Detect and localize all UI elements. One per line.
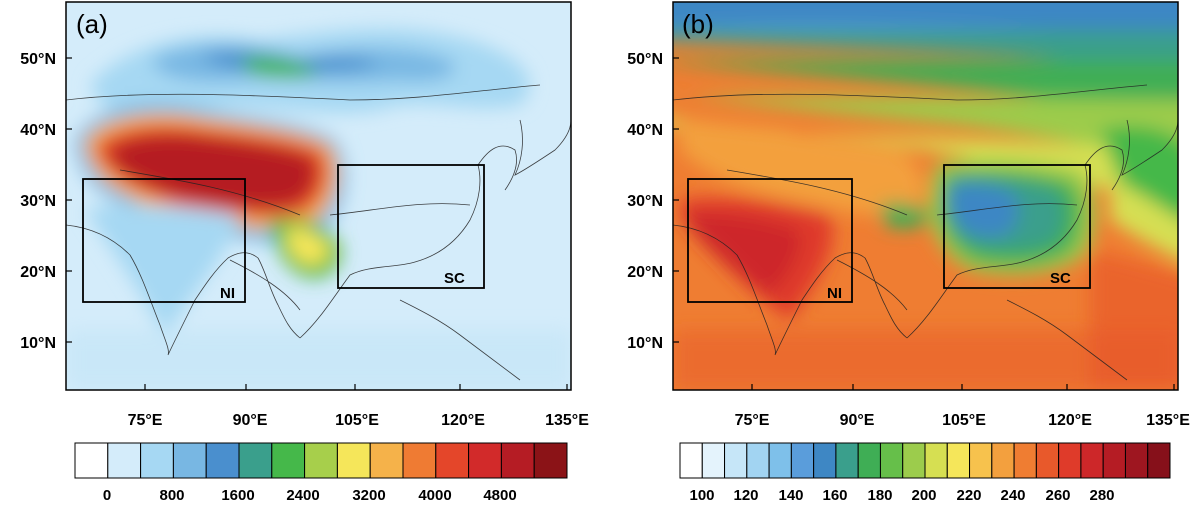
panel-b-cbar-label-9: 280: [1089, 487, 1114, 504]
panel-a-lon-90: 90°E: [233, 412, 268, 429]
panel-b-box-sc: [943, 164, 1091, 289]
panel-a-cbar-label-4: 3200: [352, 487, 385, 504]
panel-a-colorbar-swatch-6: [271, 442, 306, 479]
panel-a-cbar-label-5: 4000: [418, 487, 451, 504]
panel-a-lon-105: 105°E: [335, 412, 379, 429]
panel-a-frame: [65, 1, 572, 391]
panel-b-cbar-label-7: 240: [1000, 487, 1025, 504]
panel-b-colorbar-swatch-14: [991, 442, 1015, 479]
panel-b-colorbar-swatch-12: [946, 442, 971, 479]
panel-a-cbar-label-6: 4800: [483, 487, 516, 504]
panel-b-colorbar-swatch-7: [835, 442, 859, 479]
panel-a-lat-20: 20°N: [20, 264, 56, 281]
panel-b-box-ni-label: NI: [827, 285, 842, 302]
panel-a-lon-120: 120°E: [441, 412, 485, 429]
panel-b-colorbar-swatch-15: [1013, 442, 1037, 479]
panel-a: NI SC (a) 50°N 40°N 30°N 20°N 10°N 75°E …: [20, 1, 590, 504]
panel-a-colorbar-swatch-9: [369, 442, 404, 479]
panel-a-lat-30: 30°N: [20, 193, 56, 210]
panel-a-cbar-label-0: 0: [103, 487, 111, 504]
panel-b-colorbar-swatch-1: [701, 442, 726, 479]
panel-a-map: [66, 2, 571, 390]
panel-b-colorbar-swatch-4: [768, 442, 792, 479]
panel-a-colorbar-swatch-3: [172, 442, 207, 479]
panel-a-colorbar-swatch-2: [140, 442, 174, 479]
panel-a-colorbar-swatch-10: [402, 442, 437, 479]
panel-b-colorbar-swatch-19: [1102, 442, 1126, 479]
panel-a-box-ni-label: NI: [220, 285, 235, 302]
panel-a-colorbar-swatch-13: [500, 442, 535, 479]
panel-a-lat-50: 50°N: [20, 51, 56, 68]
panel-b-box-sc-label: SC: [1050, 270, 1071, 287]
panel-b-colorbar-swatch-9: [879, 442, 904, 479]
panel-b-colorbar-swatch-6: [813, 442, 837, 479]
panel-b-colorbar-swatch-8: [857, 442, 881, 479]
panel-b-colorbar-swatch-5: [790, 442, 815, 479]
panel-b-lat-ticks: 50°N 40°N 30°N 20°N 10°N: [627, 51, 663, 352]
panel-a-colorbar-swatch-1: [107, 442, 142, 479]
panel-b-lon-ticks: 75°E 90°E 105°E 120°E 135°E: [735, 412, 1191, 429]
panel-b-map: [673, 2, 1178, 390]
panel-a-colorbar-swatch-5: [238, 442, 273, 479]
panel-b-cbar-label-4: 180: [867, 487, 892, 504]
panel-b-colorbar-swatch-17: [1058, 442, 1082, 479]
panel-b-label: (b): [682, 9, 714, 39]
panel-a-cbar-label-3: 2400: [286, 487, 319, 504]
panel-a-cbar-label-1: 800: [159, 487, 184, 504]
panel-b-colorbar-swatch-16: [1035, 442, 1060, 479]
panel-b-colorbar-swatch-11: [924, 442, 948, 479]
panel-b-frame: [672, 1, 1179, 391]
panel-b-cbar-label-5: 200: [911, 487, 936, 504]
panel-a-colorbar-swatch-8: [336, 442, 371, 479]
panel-a-cbar-label-2: 1600: [221, 487, 254, 504]
panel-b-lat-10: 10°N: [627, 335, 663, 352]
panel-b-cbar-label-3: 160: [822, 487, 847, 504]
panel-b-lon-75: 75°E: [735, 412, 770, 429]
panel-a-label: (a): [76, 9, 108, 39]
panel-b-lat-20: 20°N: [627, 264, 663, 281]
panel-b-cbar-label-0: 100: [689, 487, 714, 504]
panel-a-lon-75: 75°E: [128, 412, 163, 429]
panel-a-box-sc: [337, 164, 485, 289]
panel-b-cbar-label-8: 260: [1045, 487, 1070, 504]
panel-b-lat-30: 30°N: [627, 193, 663, 210]
panel-b-colorbar-swatch-13: [969, 442, 993, 479]
panel-a-lat-40: 40°N: [20, 122, 56, 139]
panel-a-colorbar-swatch-12: [468, 442, 502, 479]
panel-b-cbar-label-1: 120: [733, 487, 758, 504]
panel-b-colorbar-swatch-2: [724, 442, 748, 479]
panel-b-colorbar-swatch-18: [1080, 442, 1104, 479]
panel-b-colorbar-swatch-0: [679, 442, 703, 479]
panel-b-cbar-label-2: 140: [778, 487, 803, 504]
panel-b-colorbar: [679, 442, 1171, 479]
panel-a-lon-135: 135°E: [545, 412, 589, 429]
panel-b-lon-120: 120°E: [1048, 412, 1092, 429]
panel-a-colorbar: [74, 442, 568, 479]
panel-b-lat-50: 50°N: [627, 51, 663, 68]
panel-b-lon-90: 90°E: [840, 412, 875, 429]
panel-b-lon-135: 135°E: [1146, 412, 1190, 429]
panel-a-colorbar-swatch-0: [74, 442, 109, 479]
panel-a-lat-ticks: 50°N 40°N 30°N 20°N 10°N: [20, 51, 56, 352]
panel-b-colorbar-swatch-21: [1147, 442, 1171, 479]
panel-b-colorbar-labels: 100 120 140 160 180 200 220 240 260 280: [689, 487, 1114, 504]
panel-a-lon-ticks: 75°E 90°E 105°E 120°E 135°E: [128, 412, 590, 429]
panel-a-colorbar-labels: 0 800 1600 2400 3200 4000 4800: [103, 487, 517, 504]
panel-a-colorbar-swatch-11: [435, 442, 470, 479]
panel-b-colorbar-swatch-20: [1124, 442, 1149, 479]
panel-b-colorbar-swatch-10: [902, 442, 926, 479]
panel-b-box-ni: [687, 178, 853, 303]
panel-a-colorbar-swatch-14: [533, 442, 568, 479]
panel-b-cbar-label-6: 220: [956, 487, 981, 504]
panel-b-lat-40: 40°N: [627, 122, 663, 139]
panel-b-lon-105: 105°E: [942, 412, 986, 429]
panel-a-box-ni: [82, 178, 246, 303]
panel-a-colorbar-swatch-4: [205, 442, 240, 479]
panel-a-box-sc-label: SC: [444, 270, 465, 287]
panel-a-lat-10: 10°N: [20, 335, 56, 352]
panel-b-colorbar-swatch-3: [746, 442, 770, 479]
panel-b: NI SC (b) 50°N 40°N 30°N 20°N 10°N 75°E …: [627, 1, 1191, 504]
panel-a-colorbar-swatch-7: [304, 442, 338, 479]
